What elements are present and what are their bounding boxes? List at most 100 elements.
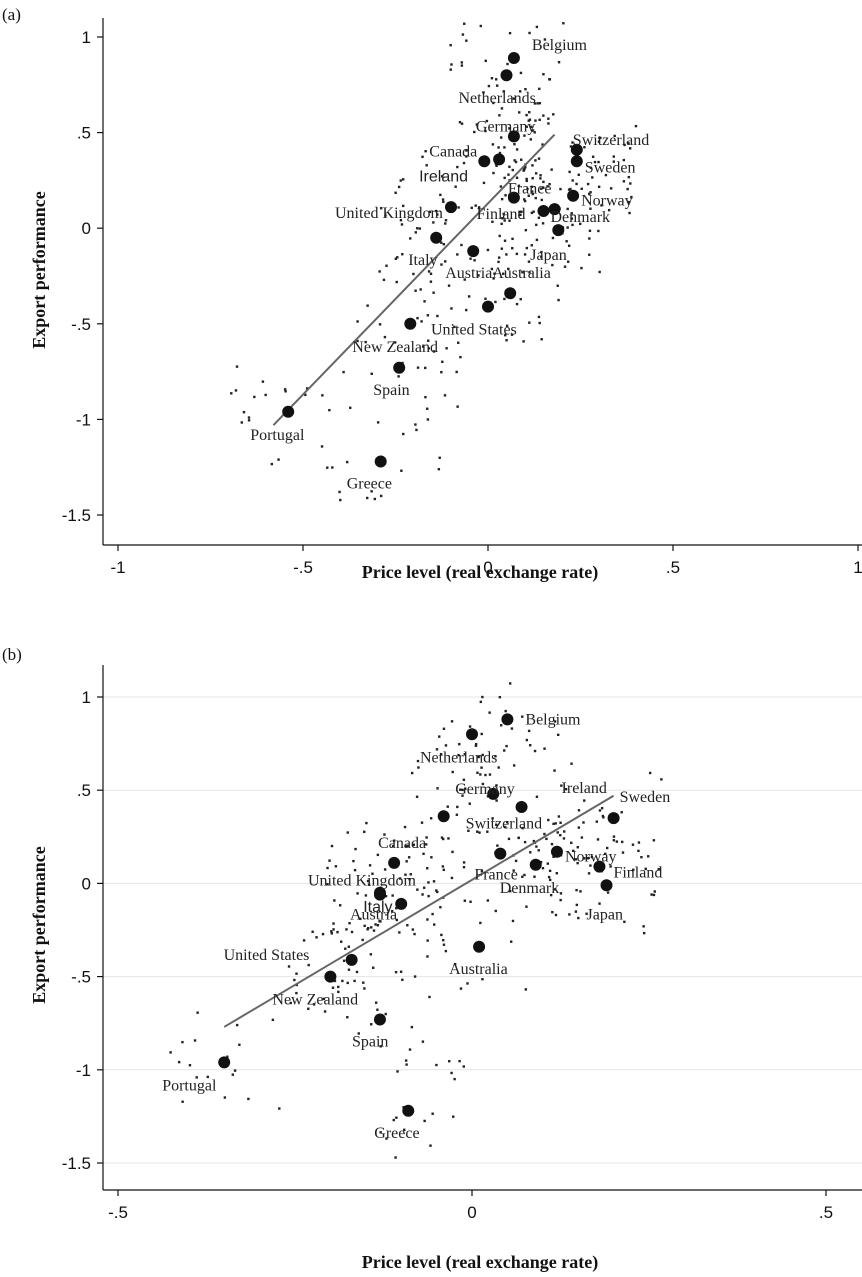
background-point bbox=[421, 155, 424, 159]
background-point bbox=[449, 43, 452, 47]
background-point bbox=[364, 340, 367, 344]
label-united-kingdom: United Kingdom bbox=[308, 873, 417, 890]
background-point bbox=[409, 873, 413, 876]
background-point bbox=[333, 979, 337, 983]
background-point bbox=[574, 858, 577, 861]
background-point bbox=[467, 295, 471, 298]
y-tick-label: 1 bbox=[82, 688, 91, 707]
background-point bbox=[583, 146, 586, 149]
background-point bbox=[206, 1075, 209, 1079]
background-point bbox=[606, 891, 610, 894]
background-point bbox=[346, 981, 349, 985]
background-point bbox=[188, 1064, 192, 1067]
background-point bbox=[468, 802, 471, 805]
background-point bbox=[629, 182, 632, 185]
background-point bbox=[440, 370, 443, 374]
background-point bbox=[510, 333, 514, 336]
background-point bbox=[438, 735, 441, 738]
background-point bbox=[347, 945, 351, 948]
background-point bbox=[439, 193, 442, 197]
label-portugal: Portugal bbox=[250, 427, 305, 444]
background-point bbox=[247, 419, 251, 422]
background-point bbox=[392, 1118, 395, 1122]
background-point bbox=[497, 256, 501, 259]
background-point bbox=[548, 78, 551, 81]
background-point bbox=[523, 840, 527, 844]
point-australia bbox=[504, 287, 517, 300]
background-point bbox=[330, 844, 334, 848]
x-tick-label: -1 bbox=[110, 558, 125, 577]
background-point bbox=[321, 932, 325, 936]
panel-a-fit-line bbox=[272, 133, 556, 426]
background-point bbox=[528, 321, 531, 324]
background-point bbox=[505, 253, 508, 256]
x-tick-label: .5 bbox=[666, 558, 680, 577]
background-point bbox=[490, 267, 494, 271]
background-point bbox=[557, 298, 560, 302]
background-point bbox=[475, 123, 479, 126]
background-point bbox=[604, 173, 608, 177]
background-point bbox=[401, 978, 404, 982]
point-sweden bbox=[570, 155, 583, 168]
background-point bbox=[571, 223, 574, 227]
background-point bbox=[366, 928, 369, 931]
background-point bbox=[181, 1040, 184, 1044]
background-point bbox=[502, 212, 505, 216]
background-point bbox=[554, 913, 558, 917]
background-point bbox=[531, 192, 534, 196]
background-point bbox=[557, 733, 560, 737]
background-point bbox=[354, 847, 357, 851]
background-point bbox=[373, 497, 376, 501]
background-point bbox=[495, 784, 498, 787]
background-point bbox=[370, 926, 373, 929]
background-point bbox=[414, 231, 418, 234]
background-point bbox=[429, 272, 433, 276]
background-point bbox=[640, 855, 643, 859]
background-point bbox=[426, 918, 429, 921]
point-united-kingdom bbox=[445, 201, 457, 214]
background-point bbox=[486, 899, 490, 902]
background-point bbox=[401, 204, 405, 208]
background-point bbox=[424, 843, 428, 846]
background-point bbox=[478, 831, 481, 834]
background-point bbox=[481, 782, 485, 786]
background-point bbox=[442, 243, 446, 246]
background-point bbox=[510, 727, 514, 730]
background-point bbox=[399, 219, 403, 222]
background-point bbox=[588, 192, 591, 196]
y-tick-label: -.5 bbox=[71, 968, 91, 987]
background-point bbox=[410, 771, 414, 775]
background-point bbox=[597, 185, 601, 188]
background-point bbox=[451, 850, 454, 854]
background-point bbox=[496, 84, 499, 87]
point-italy bbox=[430, 231, 443, 244]
background-point bbox=[427, 894, 430, 898]
background-point bbox=[458, 121, 462, 124]
background-point bbox=[366, 304, 369, 307]
background-point bbox=[564, 787, 568, 791]
label-australia: Australia bbox=[492, 265, 551, 282]
background-point bbox=[465, 155, 468, 158]
background-point bbox=[479, 700, 483, 704]
background-point bbox=[397, 185, 401, 189]
background-point bbox=[477, 206, 481, 209]
background-point bbox=[500, 247, 504, 250]
background-point bbox=[537, 315, 541, 319]
label-netherlands: Netherlands bbox=[459, 90, 536, 107]
background-point bbox=[523, 873, 526, 877]
background-point bbox=[613, 134, 616, 138]
label-japan: Japan bbox=[530, 247, 566, 264]
background-point bbox=[504, 333, 507, 337]
background-point bbox=[457, 341, 460, 344]
background-point bbox=[487, 84, 491, 88]
background-point bbox=[476, 771, 479, 774]
background-point bbox=[406, 924, 409, 927]
panel-b-country-labels: Belgium Netherlands Germany Ireland Switzerl… bbox=[162, 711, 670, 1141]
background-point bbox=[607, 208, 611, 212]
panel-b-y-axis-title: Export performance bbox=[29, 846, 49, 1003]
background-point bbox=[441, 198, 445, 201]
background-point bbox=[442, 938, 445, 942]
background-point bbox=[455, 813, 459, 816]
background-point bbox=[423, 300, 426, 303]
x-tick-label: -.5 bbox=[293, 558, 313, 577]
